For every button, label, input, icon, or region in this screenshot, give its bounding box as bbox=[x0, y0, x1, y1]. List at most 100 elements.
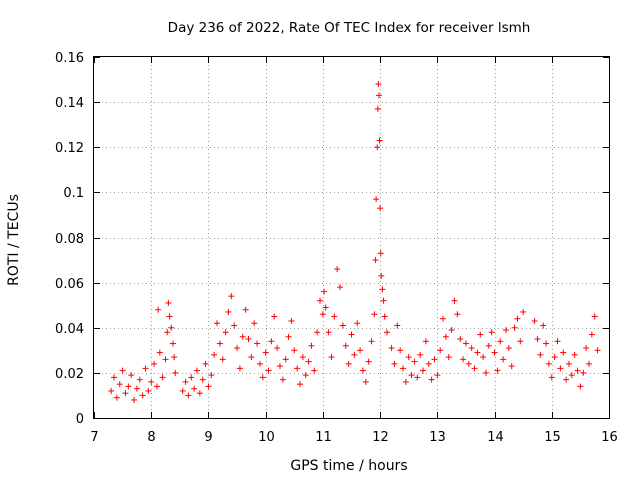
data-point bbox=[348, 331, 355, 338]
data-point bbox=[377, 205, 384, 212]
data-point bbox=[414, 374, 421, 381]
data-point bbox=[321, 288, 328, 295]
data-point bbox=[425, 360, 432, 367]
data-point bbox=[265, 367, 272, 374]
data-point bbox=[494, 367, 501, 374]
data-point bbox=[164, 329, 171, 336]
y-tick-label: 0.08 bbox=[55, 232, 84, 247]
data-point bbox=[434, 372, 441, 379]
data-point bbox=[151, 360, 158, 367]
data-point bbox=[405, 354, 412, 361]
data-point bbox=[362, 378, 369, 385]
y-tick-label: 0.1 bbox=[63, 186, 84, 201]
data-point bbox=[482, 369, 489, 376]
data-point bbox=[448, 327, 455, 334]
data-point bbox=[128, 372, 135, 379]
data-point bbox=[557, 365, 564, 372]
data-point bbox=[294, 365, 301, 372]
data-point bbox=[411, 358, 418, 365]
data-point bbox=[191, 385, 198, 392]
data-point bbox=[462, 340, 469, 347]
y-tick-label: 0.16 bbox=[55, 51, 84, 66]
data-point bbox=[108, 387, 115, 394]
x-tick-label: 13 bbox=[429, 430, 446, 445]
data-point bbox=[468, 345, 475, 352]
data-point bbox=[422, 338, 429, 345]
x-tick-label: 11 bbox=[315, 430, 332, 445]
data-point bbox=[474, 349, 481, 356]
data-point bbox=[122, 390, 129, 397]
data-point bbox=[211, 351, 218, 358]
data-point bbox=[397, 347, 404, 354]
data-point bbox=[165, 299, 172, 306]
data-point bbox=[565, 360, 572, 367]
data-point bbox=[511, 324, 518, 331]
data-point bbox=[311, 367, 318, 374]
data-point bbox=[505, 345, 512, 352]
data-point bbox=[234, 345, 241, 352]
data-point bbox=[374, 105, 381, 112]
data-point bbox=[580, 369, 587, 376]
data-point bbox=[537, 351, 544, 358]
data-point bbox=[531, 317, 538, 324]
data-point bbox=[282, 356, 289, 363]
data-point bbox=[208, 372, 215, 379]
data-point bbox=[236, 365, 243, 372]
data-point bbox=[373, 196, 380, 203]
y-tick-label: 0.04 bbox=[55, 322, 84, 337]
data-point bbox=[145, 387, 152, 394]
data-point bbox=[169, 340, 176, 347]
data-point bbox=[228, 293, 235, 300]
data-point bbox=[148, 378, 155, 385]
data-point bbox=[185, 392, 192, 399]
data-point bbox=[285, 333, 292, 340]
data-point bbox=[380, 297, 387, 304]
data-point bbox=[288, 317, 295, 324]
data-point bbox=[351, 351, 358, 358]
data-point bbox=[554, 338, 561, 345]
data-point bbox=[500, 356, 507, 363]
data-point bbox=[431, 356, 438, 363]
data-point bbox=[491, 349, 498, 356]
data-point bbox=[202, 360, 209, 367]
data-point bbox=[454, 311, 461, 318]
data-point bbox=[383, 329, 390, 336]
y-tick-label: 0.06 bbox=[55, 277, 84, 292]
data-point bbox=[372, 257, 379, 264]
x-tick-label: 14 bbox=[487, 430, 504, 445]
x-tick-label: 7 bbox=[90, 430, 98, 445]
data-point bbox=[445, 354, 452, 361]
data-point bbox=[325, 329, 332, 336]
data-point bbox=[375, 92, 382, 99]
data-point bbox=[577, 383, 584, 390]
x-tick-label: 10 bbox=[258, 430, 275, 445]
x-axis-label: GPS time / hours bbox=[290, 458, 407, 474]
data-point bbox=[254, 340, 261, 347]
y-tick-label: 0.02 bbox=[55, 367, 84, 382]
data-point bbox=[142, 365, 149, 372]
data-point bbox=[131, 396, 138, 403]
grid-lines bbox=[94, 57, 609, 418]
data-point bbox=[168, 324, 175, 331]
data-point bbox=[477, 331, 484, 338]
data-point bbox=[365, 358, 372, 365]
data-point bbox=[560, 349, 567, 356]
data-point bbox=[172, 369, 179, 376]
data-point bbox=[274, 345, 281, 352]
data-point bbox=[488, 329, 495, 336]
data-point bbox=[342, 342, 349, 349]
data-point bbox=[371, 311, 378, 318]
data-point bbox=[319, 311, 326, 318]
data-point bbox=[520, 308, 527, 315]
data-point bbox=[417, 351, 424, 358]
data-point bbox=[248, 354, 255, 361]
data-point bbox=[440, 315, 447, 322]
data-point bbox=[111, 374, 118, 381]
data-point bbox=[245, 336, 252, 343]
data-point bbox=[225, 308, 232, 315]
chart-title: Day 236 of 2022, Rate Of TEC Index for r… bbox=[168, 20, 531, 36]
data-point bbox=[268, 338, 275, 345]
data-point bbox=[291, 347, 298, 354]
data-point bbox=[551, 354, 558, 361]
data-point bbox=[113, 394, 120, 401]
